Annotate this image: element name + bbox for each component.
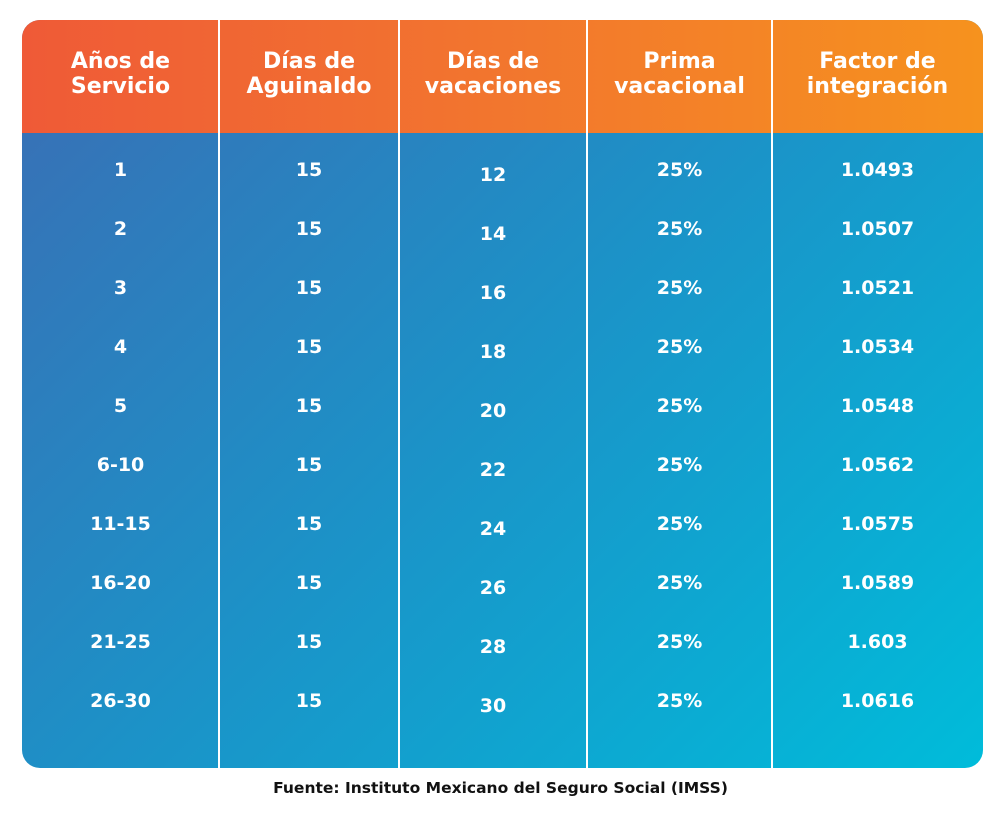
cell-dias-vacaciones: 18 xyxy=(479,341,507,363)
cell-dias-vacaciones: 30 xyxy=(479,695,507,717)
cell-dias-vacaciones: 16 xyxy=(479,282,507,304)
cell-dias-vacaciones: 28 xyxy=(479,636,507,658)
cell-dias-vacaciones: 20 xyxy=(479,400,507,422)
cell-prima-vacacional: 25% xyxy=(656,572,703,594)
cell-dias-aguinaldo: 15 xyxy=(295,395,323,417)
header-dias-aguinaldo: Días de Aguinaldo xyxy=(246,48,372,99)
cell-factor-integracion: 1.0548 xyxy=(840,395,915,417)
cell-dias-aguinaldo: 15 xyxy=(295,159,323,181)
cell-anos-servicio: 6-10 xyxy=(96,454,145,476)
header-dias-vacaciones: Días de vacaciones xyxy=(424,48,562,99)
cell-anos-servicio: 3 xyxy=(113,277,128,299)
cell-dias-aguinaldo: 15 xyxy=(295,631,323,653)
cell-dias-vacaciones: 24 xyxy=(479,518,507,540)
cell-prima-vacacional: 25% xyxy=(656,218,703,240)
cell-anos-servicio: 21-25 xyxy=(90,631,151,653)
cell-dias-aguinaldo: 15 xyxy=(295,218,323,240)
cell-dias-aguinaldo: 15 xyxy=(295,572,323,594)
cell-factor-integracion: 1.0534 xyxy=(840,336,915,358)
cell-prima-vacacional: 25% xyxy=(656,631,703,653)
cell-factor-integracion: 1.0616 xyxy=(840,690,915,712)
cell-anos-servicio: 1 xyxy=(113,159,128,181)
cell-prima-vacacional: 25% xyxy=(656,336,703,358)
cell-factor-integracion: 1.0493 xyxy=(840,159,915,181)
cell-anos-servicio: 16-20 xyxy=(90,572,151,594)
cell-anos-servicio: 11-15 xyxy=(90,513,151,535)
cell-prima-vacacional: 25% xyxy=(656,690,703,712)
cell-dias-aguinaldo: 15 xyxy=(295,454,323,476)
cell-factor-integracion: 1.0575 xyxy=(840,513,915,535)
cell-prima-vacacional: 25% xyxy=(656,513,703,535)
cell-dias-aguinaldo: 15 xyxy=(295,690,323,712)
cell-dias-aguinaldo: 15 xyxy=(295,513,323,535)
benefits-table: Años de Servicio Días de Aguinaldo Días de… xyxy=(22,20,983,768)
cell-dias-vacaciones: 14 xyxy=(479,223,507,245)
source-note: Fuente: Instituto Mexicano del Seguro So… xyxy=(273,779,728,797)
cell-dias-vacaciones: 22 xyxy=(479,459,507,481)
cell-dias-vacaciones: 26 xyxy=(479,577,507,599)
column-divider xyxy=(771,20,773,768)
header-factor-integracion: Factor de integración xyxy=(806,48,949,99)
header-anos-servicio: Años de Servicio xyxy=(70,48,171,99)
cell-factor-integracion: 1.0589 xyxy=(840,572,915,594)
column-divider xyxy=(586,20,588,768)
cell-dias-vacaciones: 12 xyxy=(479,164,507,186)
cell-prima-vacacional: 25% xyxy=(656,277,703,299)
cell-dias-aguinaldo: 15 xyxy=(295,336,323,358)
column-divider xyxy=(218,20,220,768)
cell-prima-vacacional: 25% xyxy=(656,159,703,181)
cell-dias-aguinaldo: 15 xyxy=(295,277,323,299)
cell-anos-servicio: 2 xyxy=(113,218,128,240)
cell-factor-integracion: 1.0521 xyxy=(840,277,915,299)
column-divider xyxy=(398,20,400,768)
cell-prima-vacacional: 25% xyxy=(656,395,703,417)
table-header xyxy=(22,20,983,133)
cell-prima-vacacional: 25% xyxy=(656,454,703,476)
cell-anos-servicio: 5 xyxy=(113,395,128,417)
cell-anos-servicio: 26-30 xyxy=(90,690,151,712)
header-prima-vacacional: Prima vacacional xyxy=(614,48,745,99)
cell-factor-integracion: 1.0507 xyxy=(840,218,915,240)
cell-anos-servicio: 4 xyxy=(113,336,128,358)
cell-factor-integracion: 1.0562 xyxy=(840,454,915,476)
cell-factor-integracion: 1.603 xyxy=(847,631,908,653)
